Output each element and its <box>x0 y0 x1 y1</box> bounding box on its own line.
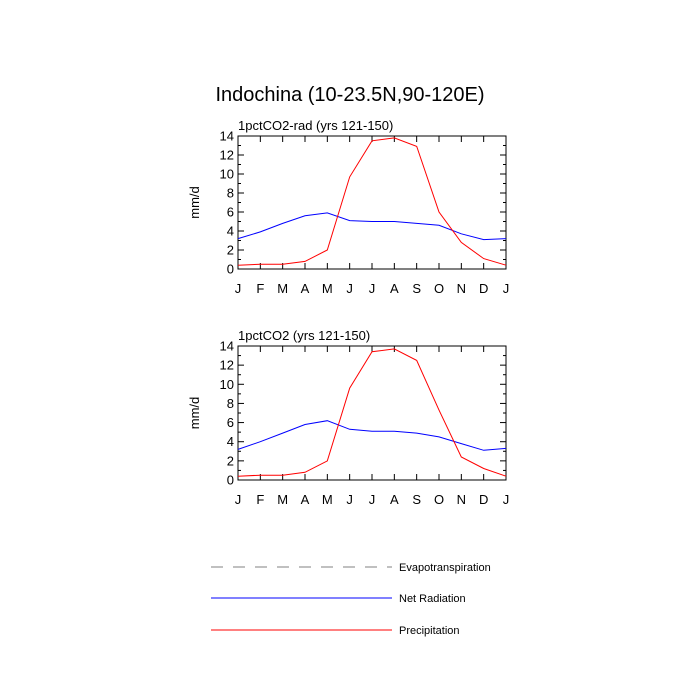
series-line-precipitation <box>237 137 507 266</box>
x-tick-label: M <box>277 281 288 296</box>
x-tick-label: N <box>457 281 466 296</box>
x-tick-label: J <box>346 492 353 507</box>
x-tick-label: J <box>503 492 510 507</box>
x-tick-label: A <box>390 281 399 296</box>
y-tick-label: 4 <box>227 224 234 239</box>
panel-1: 1pctCO2-rad (yrs 121-150) mm/d 0 2 4 6 8 10 12 14… <box>187 118 509 296</box>
y-tick-label: 4 <box>227 434 234 449</box>
y-tick-label: 8 <box>227 186 234 201</box>
y-axis-label: mm/d <box>187 397 202 430</box>
x-tick-label: S <box>412 492 421 507</box>
legend-item-precipitation: Precipitation <box>211 625 460 637</box>
legend-label: Precipitation <box>399 625 460 637</box>
x-tick-label: J <box>235 281 242 296</box>
y-tick-label: 0 <box>227 262 234 277</box>
x-tick-label: S <box>412 281 421 296</box>
legend-item-evapotranspiration: Evapotranspiration <box>211 562 491 574</box>
chart-legend: Evapotranspiration Net Radiation Precipita… <box>211 562 491 637</box>
plot-frame <box>237 135 507 270</box>
x-tick-label: M <box>322 492 333 507</box>
x-tick-label: J <box>369 492 376 507</box>
series-line-net-radiation <box>237 212 507 241</box>
panel-title: 1pctCO2-rad (yrs 121-150) <box>238 118 393 133</box>
x-tick-label: F <box>256 492 264 507</box>
y-tick-label: 2 <box>227 453 234 468</box>
chart-title: Indochina (10-23.5N,90-120E) <box>215 84 484 106</box>
x-tick-label: J <box>369 281 376 296</box>
legend-item-net-radiation: Net Radiation <box>211 593 466 605</box>
x-tick-label: O <box>434 281 444 296</box>
y-tick-label: 6 <box>227 205 234 220</box>
x-tick-label: N <box>457 492 466 507</box>
y-tick-label: 2 <box>227 243 234 258</box>
y-tick-label: 12 <box>220 148 234 163</box>
y-tick-label: 14 <box>220 129 234 144</box>
x-tick-label: J <box>503 281 510 296</box>
legend-label: Net Radiation <box>399 593 466 605</box>
legend-label: Evapotranspiration <box>399 562 491 574</box>
x-tick-label: D <box>479 492 488 507</box>
x-tick-label: J <box>235 492 242 507</box>
x-tick-label: A <box>301 281 310 296</box>
y-tick-label: 10 <box>220 377 234 392</box>
x-tick-label: D <box>479 281 488 296</box>
series-line-net-radiation <box>237 420 507 451</box>
x-tick-label: O <box>434 492 444 507</box>
y-tick-label: 6 <box>227 415 234 430</box>
x-tick-label: J <box>346 281 353 296</box>
x-tick-label: A <box>390 492 399 507</box>
y-tick-label: 0 <box>227 473 234 488</box>
chart-panels: 1pctCO2-rad (yrs 121-150) mm/d 0 2 4 6 8 10 12 14… <box>187 118 509 507</box>
y-tick-label: 8 <box>227 396 234 411</box>
series-line-precipitation <box>237 348 507 477</box>
y-tick-label: 12 <box>220 358 234 373</box>
y-axis-label: mm/d <box>187 186 202 219</box>
plot-frame <box>237 345 507 481</box>
panel-title: 1pctCO2 (yrs 121-150) <box>238 328 370 343</box>
x-tick-label: M <box>322 281 333 296</box>
y-tick-label: 10 <box>220 167 234 182</box>
x-tick-label: M <box>277 492 288 507</box>
x-tick-label: A <box>301 492 310 507</box>
y-tick-label: 14 <box>220 339 234 354</box>
x-tick-label: F <box>256 281 264 296</box>
